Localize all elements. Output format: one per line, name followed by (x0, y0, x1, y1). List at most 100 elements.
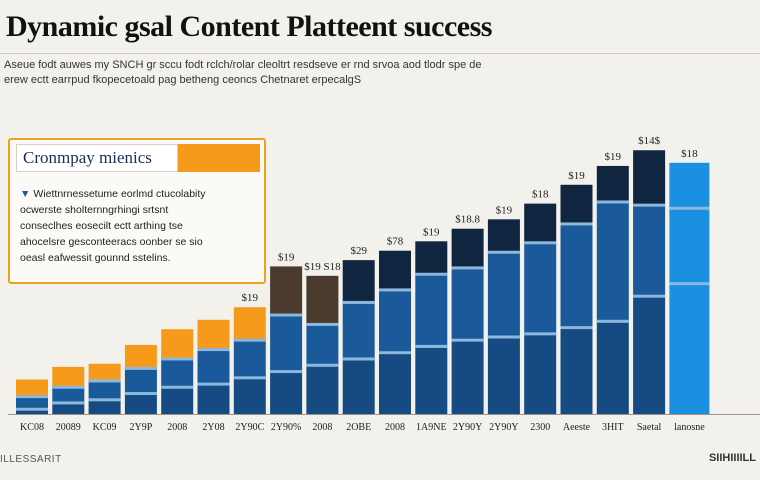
bar-15-base-band (524, 332, 557, 336)
bar-10-base (342, 357, 375, 414)
x-tick-label-4: 2Y9P (130, 422, 153, 433)
bar-9-value-label: $19 S18 (304, 261, 341, 273)
bar-14-growth-band (487, 250, 520, 254)
bar-12-growth (415, 272, 448, 345)
bar-6-top (197, 319, 230, 349)
bar-18-value-label: $14$ (638, 135, 661, 147)
callout-accent-bar (178, 144, 260, 172)
footer-brand: SIIHIIIILL (708, 452, 756, 464)
bar-18-growth (633, 203, 666, 295)
bar-17-growth-band (596, 200, 629, 204)
bar-15-top (524, 203, 557, 242)
callout-line-4: ahocelsre gesconteeracs oonber se sio (20, 236, 203, 248)
bar-12-top (415, 241, 448, 273)
bar-16-value-label: $19 (568, 170, 585, 182)
bar-4-top (124, 344, 157, 367)
bar-9-base (306, 363, 339, 414)
x-tick-label-13: 2Y90Y (453, 422, 482, 433)
bar-8-growth-band (270, 313, 303, 317)
callout-line-1-text: Wiettnrnessetume eorlmd ctucolabity (33, 188, 206, 200)
bar-8-base-band (270, 370, 303, 374)
bar-15-value-label: $18 (532, 189, 549, 201)
bar-2-growth (52, 385, 85, 402)
bar-3-base (88, 398, 121, 414)
bar-10-growth-band (342, 300, 375, 304)
bar-7-growth (233, 338, 266, 377)
subtitle-line-1: Aseue fodt auwes my SNCH gr sccu fodt rc… (4, 59, 482, 71)
bar-18-base (633, 294, 666, 414)
callout-body: ▼ Wiettnrnessetume eorlmd ctucolabity ocw… (20, 186, 256, 266)
subtitle-line-2: erew ectt earrpud fkopecetoald pag bethe… (4, 74, 362, 86)
bar-19-growth (669, 206, 710, 283)
chart-title: Dynamic gsal Content Platteent success (6, 10, 492, 43)
x-tick-label-12: 1A9NE (416, 422, 447, 433)
x-tick-label-10: 2OBE (346, 422, 371, 433)
bar-7-value-label: $19 (242, 292, 259, 304)
bar-3-base-band (88, 398, 121, 402)
triangle-bullet-icon: ▼ (20, 188, 31, 200)
bar-7-base (233, 376, 266, 414)
x-tick-label-8: 2Y90% (271, 422, 302, 433)
bar-18-top (633, 150, 666, 204)
x-tick-label-17: 3HIT (602, 422, 624, 433)
bar-6-base-band (197, 382, 230, 386)
bar-4-base-band (124, 392, 157, 396)
bar-10-value-label: $29 (350, 245, 367, 257)
bar-2-growth-band (52, 385, 85, 389)
bar-1-growth (16, 395, 48, 408)
bar-9-growth-band (306, 322, 339, 326)
bar-15-base (524, 332, 557, 414)
bar-14-base-band (487, 335, 520, 339)
x-tick-label-14: 2Y90Y (489, 422, 518, 433)
bar-14-top (487, 219, 520, 251)
bar-18-growth-band (633, 203, 666, 207)
x-tick-label-2: 20089 (56, 422, 81, 433)
bar-8-top (270, 266, 303, 314)
x-tick-label-1: KC08 (20, 422, 44, 433)
bar-10-growth (342, 300, 375, 358)
bar-11-top (379, 250, 411, 289)
bar-14-base (487, 335, 520, 414)
bar-7-growth-band (233, 338, 266, 342)
bar-11-value-label: $78 (387, 236, 404, 248)
bar-2-base-band (52, 401, 85, 405)
bar-3-top (88, 363, 121, 380)
bar-5-growth-band (161, 357, 194, 361)
bar-4-base (124, 392, 157, 414)
bar-2-top (52, 366, 85, 386)
bar-14-growth (487, 250, 520, 336)
bar-12-growth-band (415, 272, 448, 276)
bar-8-growth (270, 313, 303, 371)
bar-19-base-band (669, 282, 710, 286)
callout-line-2: ocwerste sholternngrhingi srtsnt (20, 204, 169, 216)
bar-4-growth-band (124, 366, 157, 370)
x-tick-label-18: Saetal (637, 422, 662, 433)
bar-11-growth-band (379, 288, 411, 292)
bar-13-growth-band (451, 266, 484, 270)
bar-15-growth-band (524, 241, 557, 245)
bar-13-value-label: $18.8 (455, 214, 480, 226)
bar-5-growth (161, 357, 194, 386)
bar-19-base (669, 282, 710, 414)
callout-line-3: conseclhes eosecilt ectt arthing tse (20, 220, 183, 232)
chart-subtitle: Aseue fodt auwes my SNCH gr sccu fodt rc… (4, 58, 604, 88)
bar-9-growth (306, 322, 339, 364)
bar-11-growth (379, 288, 411, 352)
bar-16-top (560, 184, 593, 223)
bar-1-base-band (16, 407, 48, 411)
title-divider (0, 53, 760, 54)
x-tick-label-5: 2008 (167, 422, 187, 433)
footer-source: ILLESSARIT (0, 454, 62, 465)
bar-8-base (270, 370, 303, 414)
bar-1-top (16, 379, 48, 396)
x-tick-label-7: 2Y90C (235, 422, 264, 433)
x-tick-label-3: KC09 (93, 422, 117, 433)
bar-13-growth (451, 266, 484, 339)
x-tick-label-16: Aeeste (563, 422, 591, 433)
bar-6-growth-band (197, 348, 230, 352)
bar-19-top (669, 162, 710, 207)
bar-1-base (16, 407, 48, 414)
metrics-callout: Cronmpay mienics ▼ Wiettnrnessetume eorlm… (8, 138, 266, 284)
bar-11-base-band (379, 351, 411, 355)
